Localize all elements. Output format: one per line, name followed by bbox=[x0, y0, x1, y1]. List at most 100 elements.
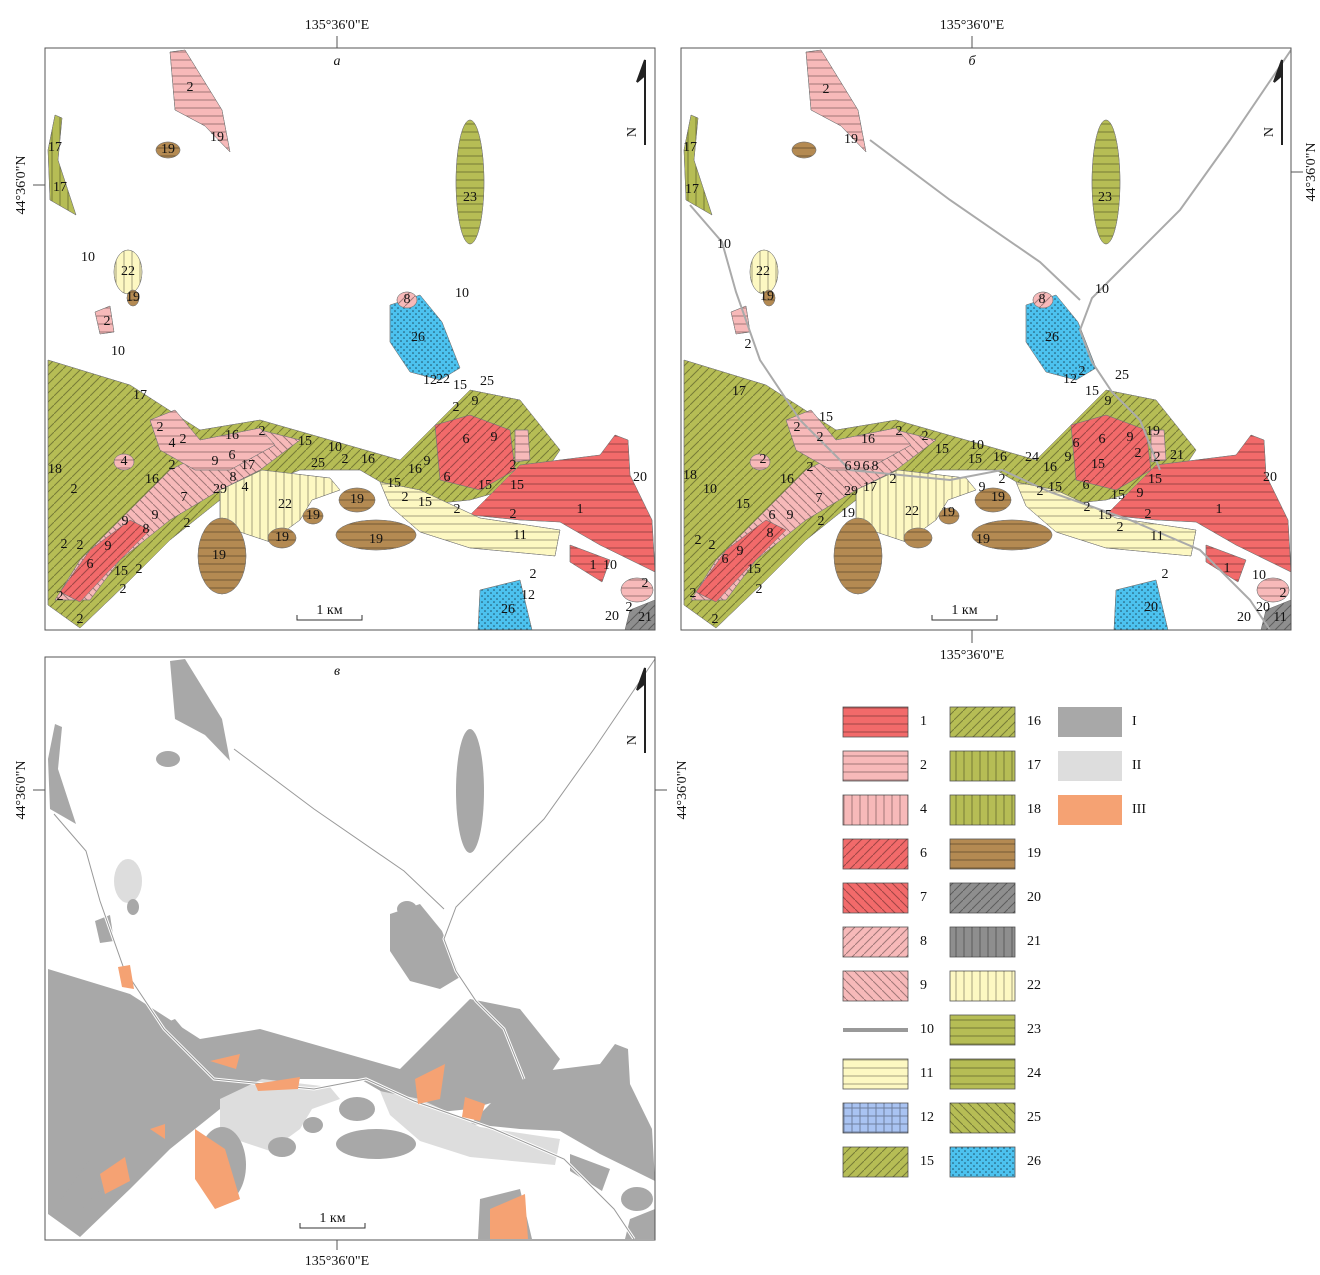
unit-label: 9 bbox=[854, 459, 861, 474]
unit-label: 16 bbox=[145, 472, 159, 487]
unit-label: 2 bbox=[756, 582, 763, 597]
legend-label: 24 bbox=[1027, 1066, 1041, 1081]
panel-letter: в bbox=[334, 664, 340, 679]
unit-label: 2 bbox=[794, 420, 801, 435]
legend-hatch bbox=[950, 1147, 1015, 1177]
unit-label: 10 bbox=[455, 286, 469, 301]
unit-label: 19 bbox=[841, 506, 855, 521]
legend-label: 23 bbox=[1027, 1022, 1041, 1037]
unit-label: 2 bbox=[760, 452, 767, 467]
unit-label: 2 bbox=[169, 458, 176, 473]
unit-label: 20 bbox=[1256, 600, 1270, 615]
geologic-unit bbox=[397, 901, 417, 917]
geologic-unit bbox=[390, 904, 460, 989]
map-panel bbox=[48, 50, 655, 630]
unit-label: 19 bbox=[369, 532, 383, 547]
unit-hatch bbox=[1092, 120, 1120, 244]
geologic-unit bbox=[114, 1063, 134, 1079]
unit-label: 15 bbox=[387, 476, 401, 491]
unit-label: 2 bbox=[1135, 446, 1142, 461]
legend-label: 22 bbox=[1027, 978, 1041, 993]
scale-label: 1 км bbox=[951, 603, 977, 618]
unit-label: 9 bbox=[787, 508, 794, 523]
unit-label: 9 bbox=[212, 454, 219, 469]
unit-label: 17 bbox=[685, 182, 699, 197]
unit-hatch bbox=[684, 115, 712, 215]
geologic-unit bbox=[336, 1129, 416, 1159]
unit-label: 6 bbox=[463, 432, 470, 447]
unit-label: 9 bbox=[979, 480, 986, 495]
unit-label: 24 bbox=[1025, 450, 1039, 465]
legend-hatch bbox=[843, 971, 908, 1001]
unit-label: 10 bbox=[328, 440, 342, 455]
unit-label: 16 bbox=[993, 450, 1007, 465]
unit-label: 17 bbox=[732, 384, 746, 399]
unit-label: 2 bbox=[1162, 567, 1169, 582]
unit-label: 26 bbox=[1045, 330, 1059, 345]
unit-label: 22 bbox=[756, 264, 770, 279]
unit-label: 19 bbox=[976, 532, 990, 547]
unit-label: 2 bbox=[180, 432, 187, 447]
unit-label: 2 bbox=[745, 337, 752, 352]
unit-label: 20 bbox=[633, 470, 647, 485]
unit-label: 2 bbox=[187, 80, 194, 95]
unit-label: 15 bbox=[418, 495, 432, 510]
unit-label: 18 bbox=[683, 468, 697, 483]
unit-label: 16 bbox=[408, 462, 422, 477]
unit-label: 20 bbox=[605, 609, 619, 624]
unit-label: 10 bbox=[1252, 568, 1266, 583]
legend-hatch bbox=[950, 1103, 1015, 1133]
legend: 1246789101112151617181920212223242526III… bbox=[843, 707, 1146, 1177]
unit-label: 10 bbox=[81, 250, 95, 265]
unit-label: 19 bbox=[275, 530, 289, 545]
unit-label: 2 bbox=[120, 582, 127, 597]
unit-hatch bbox=[515, 430, 530, 462]
unit-label: 2 bbox=[61, 537, 68, 552]
unit-label: 9 bbox=[122, 514, 129, 529]
geologic-unit bbox=[456, 729, 484, 853]
map-panel bbox=[48, 659, 655, 1239]
unit-label: 11 bbox=[1150, 529, 1163, 544]
geologic-unit bbox=[268, 1137, 296, 1157]
unit-label: 6 bbox=[1099, 432, 1106, 447]
unit-label: 2 bbox=[510, 507, 517, 522]
unit-label: 16 bbox=[361, 452, 375, 467]
unit-label: 7 bbox=[181, 490, 188, 505]
unit-label: 2 bbox=[184, 516, 191, 531]
coordinate-label: 135°36'0"E bbox=[305, 1254, 369, 1269]
unit-label: 16 bbox=[1043, 460, 1057, 475]
unit-label: 2 bbox=[136, 562, 143, 577]
unit-hatch bbox=[834, 518, 882, 594]
unit-label: 19 bbox=[991, 490, 1005, 505]
unit-label: 17 bbox=[683, 140, 697, 155]
legend-label: 10 bbox=[920, 1022, 934, 1037]
unit-label: 17 bbox=[241, 458, 255, 473]
unit-label: 2 bbox=[1280, 586, 1287, 601]
unit-label: 2 bbox=[690, 586, 697, 601]
unit-label: 17 bbox=[863, 480, 877, 495]
geologic-unit bbox=[339, 1097, 375, 1121]
unit-label: 22 bbox=[905, 504, 919, 519]
unit-label: 2 bbox=[1084, 500, 1091, 515]
unit-hatch bbox=[792, 142, 816, 158]
unit-label: 8 bbox=[1039, 292, 1046, 307]
unit-label: 2 bbox=[259, 424, 266, 439]
unit-label: 8 bbox=[767, 526, 774, 541]
unit-label: 9 bbox=[1137, 486, 1144, 501]
unit-label: 6 bbox=[845, 459, 852, 474]
legend-swatch bbox=[1058, 707, 1122, 737]
unit-label: 1 bbox=[1216, 502, 1223, 517]
unit-label: 17 bbox=[53, 180, 67, 195]
unit-label: 29 bbox=[213, 482, 227, 497]
unit-hatch bbox=[456, 120, 484, 244]
north-label: N bbox=[1262, 127, 1277, 137]
unit-label: 15 bbox=[298, 434, 312, 449]
unit-label: 19 bbox=[210, 130, 224, 145]
unit-label: 15 bbox=[478, 478, 492, 493]
legend-label: 26 bbox=[1027, 1154, 1041, 1169]
unit-label: 2 bbox=[999, 472, 1006, 487]
legend-swatch bbox=[1058, 795, 1122, 825]
unit-label: 19 bbox=[350, 492, 364, 507]
unit-label: 19 bbox=[844, 132, 858, 147]
unit-label: 6 bbox=[229, 448, 236, 463]
